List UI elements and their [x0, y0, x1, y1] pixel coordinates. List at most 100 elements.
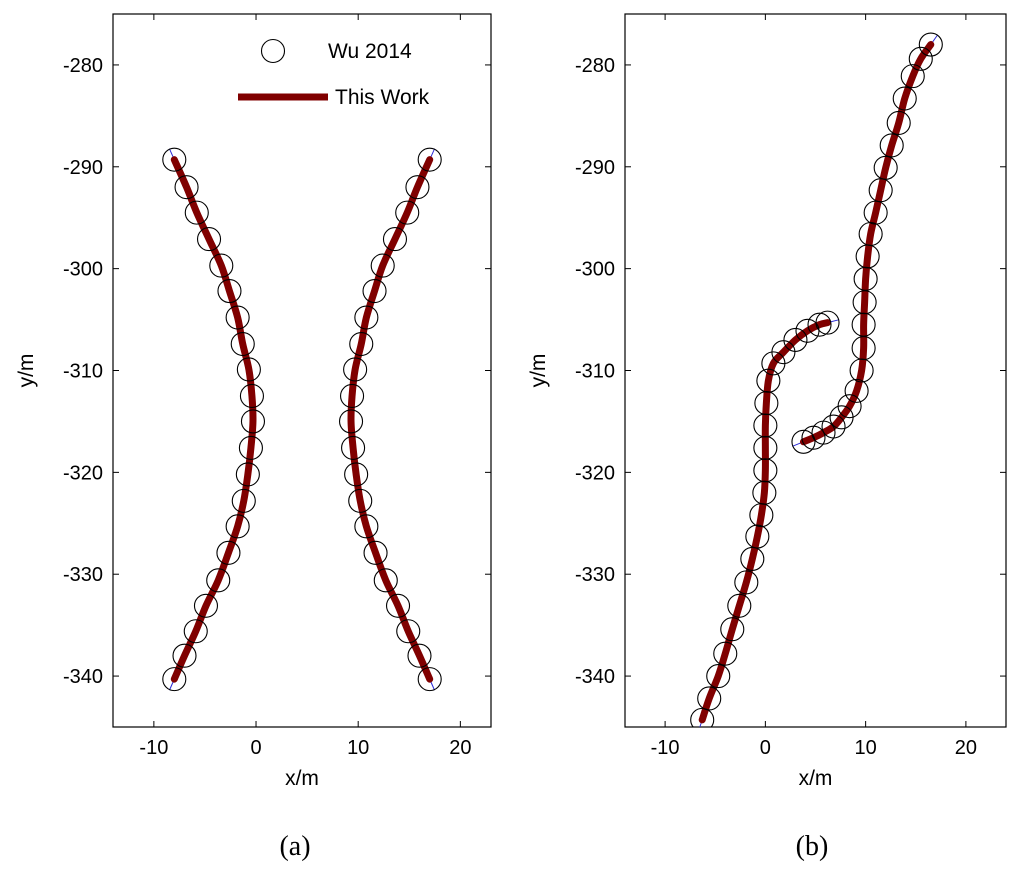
x-axis-label: x/m	[285, 767, 319, 790]
legend: Wu 2014 This Work	[238, 38, 430, 109]
legend-label-wu-2014: Wu 2014	[328, 40, 412, 63]
panel-label: (b)	[796, 831, 829, 862]
wu-2014-point	[791, 429, 816, 454]
wu-2014-point	[239, 383, 264, 409]
y-tick-label: -320	[575, 462, 615, 484]
this-work-curve-1	[698, 319, 832, 724]
wu-2014-point	[362, 279, 387, 304]
wu-2014-point	[184, 200, 209, 225]
plot-frame	[624, 13, 1007, 728]
wu-2014-point	[815, 310, 840, 335]
y-axis-label: y/m	[527, 354, 550, 388]
wu-2014-point	[209, 253, 234, 278]
wu-2014-point	[783, 327, 808, 352]
wu-2014-point	[162, 667, 187, 692]
wu-2014-point	[873, 155, 898, 180]
x-tick-label: 0	[250, 737, 261, 759]
wu-2014-point	[373, 568, 398, 593]
y-tick-label: -290	[63, 157, 103, 179]
wu-2014-point	[851, 312, 876, 337]
wu-2014-point	[354, 305, 379, 330]
wu-2014-point	[354, 514, 379, 539]
wu-2014-point	[396, 619, 421, 644]
wu-2014-point	[417, 147, 442, 172]
wu-2014-point	[918, 32, 943, 57]
x-tick-label: 0	[760, 737, 771, 759]
wu-2014-point	[837, 394, 862, 419]
wu-2014-point	[235, 462, 260, 487]
wu-2014-point	[370, 253, 395, 278]
wu-2014-point	[706, 664, 731, 689]
wu-2014-point	[341, 435, 366, 460]
x-tick-label: 10	[347, 737, 369, 759]
legend-label-this-work: This Work	[335, 86, 430, 109]
wu-2014-point	[225, 305, 250, 330]
this-work-curve-2	[347, 156, 434, 683]
wu-2014-point	[238, 435, 263, 460]
plot-frame	[112, 13, 492, 728]
y-tick-label: -330	[575, 564, 615, 586]
y-tick-label: -280	[63, 55, 103, 77]
wu-2014-point	[753, 413, 778, 438]
wu-2014-point	[343, 357, 368, 382]
this-work-curve-2	[799, 41, 935, 446]
y-axis-label: y/m	[15, 354, 38, 388]
y-tick-label: -330	[63, 564, 103, 586]
wu-2014-point	[417, 667, 442, 692]
wu-2014-point	[340, 383, 365, 409]
wu-2014-point	[344, 462, 369, 487]
panel-label: (a)	[279, 831, 310, 862]
y-tick-label: -340	[63, 666, 103, 688]
wu-2014-point	[172, 643, 197, 668]
wu-2014-point	[753, 435, 778, 460]
wu-2014-point	[231, 488, 256, 513]
wu-2014-point	[193, 593, 219, 618]
wu-2014-point	[886, 110, 911, 136]
x-tick-label: -10	[651, 737, 680, 759]
y-tick-label: -310	[63, 361, 103, 383]
wu-2014-point	[727, 593, 752, 618]
x-axis-label: x/m	[799, 767, 833, 790]
y-tick-label: -280	[575, 55, 615, 77]
wu-2014-point	[879, 133, 904, 158]
wu-2014-point	[385, 593, 411, 618]
panel-a: -10 0 10 20 -280 -290 -300 -310 -320 -330 -340 x/m y…	[15, 13, 492, 862]
wu-2014-point	[382, 227, 408, 252]
wu-2014-point	[349, 331, 374, 357]
wu-2014-point	[745, 524, 770, 549]
wu-2014-point	[771, 340, 796, 365]
wu-2014-point	[395, 200, 420, 225]
wu-2014-point	[174, 175, 199, 200]
wu-2014-point	[236, 357, 261, 382]
y-tick-label: -300	[575, 259, 615, 281]
wu-2014-point	[348, 488, 373, 513]
y-tick-label: -290	[575, 157, 615, 179]
wu-2014-point	[240, 409, 266, 434]
wu-2014-point	[908, 46, 933, 71]
wu-2014-point	[230, 331, 255, 357]
wu-2014-point	[405, 175, 430, 200]
y-tick-label: -340	[575, 666, 615, 688]
this-work-curve-1	[170, 156, 257, 683]
panel-b: -10 0 10 20 -280 -290 -300 -310 -320 -330 -340 x/m y…	[527, 13, 1007, 862]
wu-2014-point	[225, 514, 250, 539]
wu-2014-point	[183, 619, 208, 644]
wu-2014-point	[720, 617, 745, 642]
wu-2014-point	[690, 707, 715, 727]
wu-2014-point	[734, 570, 759, 595]
wu-2014-point	[821, 414, 846, 439]
y-tick-label: -300	[63, 259, 103, 281]
x-tick-label: 10	[855, 737, 877, 759]
wu-2014-point	[363, 540, 388, 565]
plot-area	[690, 32, 943, 727]
wu-2014-point	[217, 279, 242, 304]
wu-2014-point	[196, 227, 222, 252]
x-tick-label: 20	[449, 737, 471, 759]
wu-2014-point	[752, 480, 777, 505]
wu-2014-point	[407, 643, 432, 668]
y-tick-label: -310	[575, 361, 615, 383]
plot-area	[162, 147, 442, 692]
wu-2014-point	[807, 312, 832, 337]
wu-2014-point	[756, 368, 781, 393]
